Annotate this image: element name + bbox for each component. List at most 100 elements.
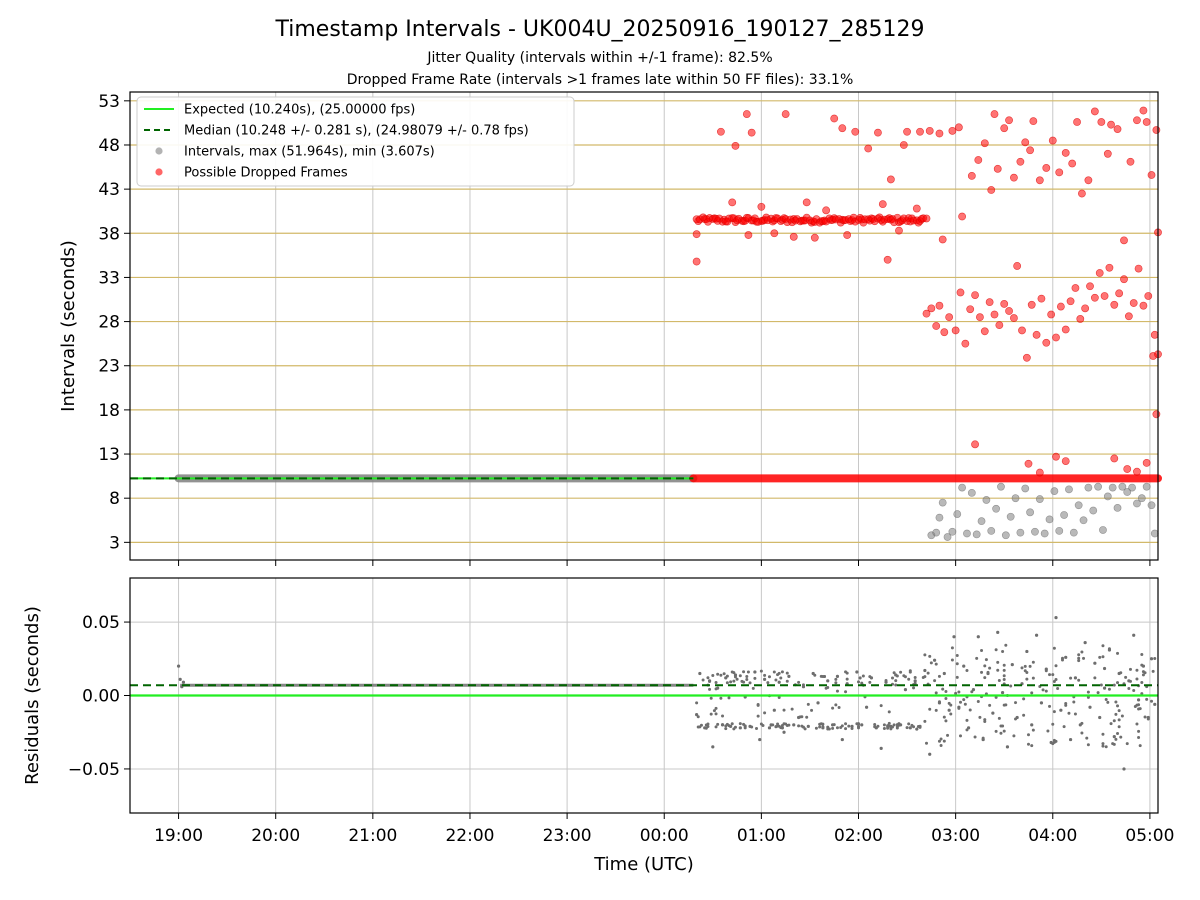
chart-subtitle-jitter: Jitter Quality (intervals within +/-1 fr… xyxy=(426,50,772,66)
dropped-frame-point xyxy=(789,232,798,241)
residual-point xyxy=(816,701,820,705)
dropped-frame-point xyxy=(1081,304,1090,313)
residual-point xyxy=(1104,745,1108,749)
residuals-x-tick-label: 21:00 xyxy=(348,826,397,846)
residuals-x-tick-label: 19:00 xyxy=(154,826,203,846)
residual-point xyxy=(800,724,804,728)
residual-point xyxy=(1001,650,1005,654)
residual-point xyxy=(1107,687,1111,691)
residual-point xyxy=(767,726,772,730)
chart-title: Timestamp Intervals - UK004U_20250916_19… xyxy=(275,17,925,42)
residual-point xyxy=(1028,664,1032,668)
residual-point xyxy=(814,726,818,730)
residual-point xyxy=(1009,684,1013,688)
residual-point xyxy=(1132,689,1136,693)
residual-point xyxy=(772,670,776,674)
residual-point xyxy=(915,727,919,731)
residual-point xyxy=(834,677,838,681)
residual-point xyxy=(924,741,928,745)
residual-point xyxy=(821,725,825,729)
residual-point xyxy=(1135,668,1139,672)
residual-point xyxy=(996,668,1000,672)
residual-point xyxy=(1031,728,1035,732)
dropped-frame-point xyxy=(770,229,779,238)
residual-point xyxy=(983,664,987,668)
residual-point xyxy=(709,696,713,700)
residual-point xyxy=(714,712,718,716)
residual-point xyxy=(840,737,844,742)
residual-point xyxy=(1093,661,1097,665)
dropped-frame-point xyxy=(742,110,751,118)
residual-point xyxy=(782,708,786,712)
residual-point xyxy=(1004,643,1008,647)
residual-point xyxy=(942,671,946,676)
residual-point xyxy=(772,708,776,712)
residual-point xyxy=(894,679,898,683)
residuals-x-tick-label: 05:00 xyxy=(1125,826,1174,846)
residual-point xyxy=(798,715,802,719)
residual-point xyxy=(1112,735,1116,739)
residual-point xyxy=(955,675,959,679)
residual-point xyxy=(1114,700,1118,704)
dropped-frame-point xyxy=(1042,338,1051,347)
legend-intervals-swatch xyxy=(155,147,163,155)
residual-point xyxy=(719,673,723,677)
residual-point xyxy=(1044,689,1048,693)
residual-point xyxy=(1138,744,1142,748)
residual-point xyxy=(774,725,778,729)
residual-point xyxy=(946,733,950,737)
residual-point xyxy=(980,648,984,652)
residual-point xyxy=(933,679,937,683)
residual-point xyxy=(806,724,810,728)
residual-point xyxy=(912,686,916,690)
residual-point xyxy=(792,723,796,727)
residual-point xyxy=(954,691,958,695)
residuals-x-tick-label: 00:00 xyxy=(640,826,689,846)
dropped-frame-point xyxy=(728,198,737,207)
dropped-frame-point xyxy=(1000,300,1009,308)
dropped-frame-point xyxy=(1024,459,1033,468)
dropped-frame-point xyxy=(1042,164,1051,172)
residual-point xyxy=(178,677,182,681)
residual-point xyxy=(1145,697,1149,701)
residual-point xyxy=(176,664,181,668)
dropped-frame-point xyxy=(1018,326,1026,335)
residual-point xyxy=(835,689,839,693)
residual-point xyxy=(1002,663,1006,667)
dropped-frame-point xyxy=(995,321,1004,330)
residual-point xyxy=(742,670,746,674)
residual-point xyxy=(873,725,877,729)
residual-point xyxy=(1137,736,1141,740)
residual-point xyxy=(716,672,720,676)
residual-point xyxy=(886,724,890,728)
dropped-frame-point xyxy=(747,128,756,137)
residual-point xyxy=(1114,737,1118,741)
residual-point xyxy=(797,680,801,684)
dropped-frame-point xyxy=(1078,189,1086,198)
interval-point xyxy=(953,510,962,518)
residual-point xyxy=(698,725,702,729)
residual-point xyxy=(1030,744,1034,748)
residual-point xyxy=(971,688,976,692)
residual-point xyxy=(1107,647,1111,651)
interval-point xyxy=(932,528,941,537)
residual-point xyxy=(850,726,854,730)
residual-point xyxy=(983,718,987,722)
residual-point xyxy=(976,635,980,639)
residual-point xyxy=(695,701,699,705)
residual-point xyxy=(1052,710,1056,714)
residual-point xyxy=(1141,673,1145,677)
dropped-frame-point xyxy=(1084,176,1093,185)
residual-point xyxy=(1109,722,1113,726)
residual-point xyxy=(891,676,895,680)
dropped-frame-point xyxy=(1100,292,1109,300)
residual-point xyxy=(857,680,861,684)
interval-point xyxy=(1133,499,1141,508)
residual-point xyxy=(823,675,827,679)
interval-point xyxy=(1137,494,1146,503)
residual-point xyxy=(1143,671,1147,675)
residual-point xyxy=(928,654,932,658)
residual-point xyxy=(887,721,891,725)
residual-point xyxy=(928,707,932,711)
residual-point xyxy=(937,700,941,704)
